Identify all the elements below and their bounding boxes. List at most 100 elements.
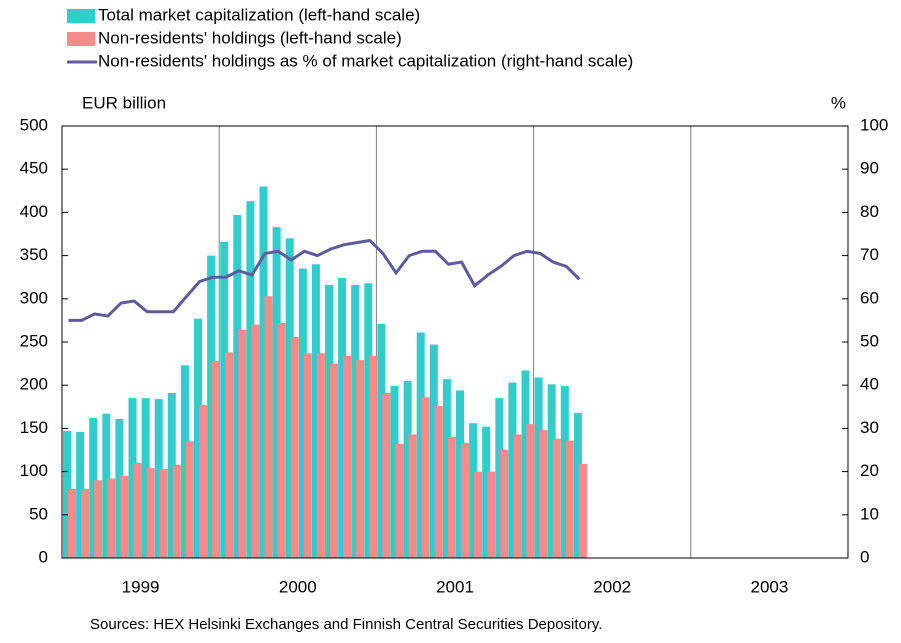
bar [390, 386, 399, 558]
bar [539, 430, 548, 558]
bar [456, 390, 464, 558]
bar [521, 370, 530, 558]
bar [238, 329, 247, 558]
bar [547, 384, 556, 558]
bar [408, 434, 417, 558]
bar [180, 365, 189, 558]
bar [298, 268, 307, 558]
bar [469, 423, 478, 558]
legend-label: Non-residents' holdings as % of market c… [98, 51, 633, 70]
y2-tick-label: 100 [860, 115, 888, 134]
x-tick-label: 1999 [122, 577, 160, 596]
y2-tick-label: 50 [860, 331, 879, 350]
bar [102, 413, 111, 558]
bar [89, 418, 98, 558]
bar [199, 405, 207, 558]
bar [513, 434, 522, 558]
bar [311, 264, 320, 558]
bar [146, 468, 155, 558]
y-tick-label: 400 [20, 202, 48, 221]
bar [207, 255, 216, 558]
y-tick-label: 500 [20, 115, 48, 134]
bar [565, 440, 574, 558]
bar [133, 462, 142, 558]
y-tick-label: 250 [20, 331, 48, 350]
bar [573, 412, 582, 558]
y-tick-label: 100 [20, 461, 48, 480]
bar [290, 336, 299, 558]
bar [172, 464, 181, 558]
legend-swatch [67, 9, 95, 23]
bar [303, 353, 312, 558]
y-tick-label: 350 [20, 245, 48, 264]
bar [508, 382, 517, 558]
y2-tick-label: 20 [860, 461, 879, 480]
bar [364, 283, 373, 558]
y-tick-label: 150 [20, 418, 48, 437]
bar [285, 238, 294, 558]
bar [325, 284, 333, 558]
bar [578, 463, 587, 558]
bar [264, 296, 273, 558]
legend-swatch [67, 32, 95, 46]
bar [421, 397, 430, 558]
bar [81, 488, 90, 558]
bar [487, 471, 496, 558]
x-tick-label: 2000 [279, 577, 317, 596]
bar [395, 443, 404, 558]
bar [68, 488, 76, 558]
y-tick-label: 300 [20, 288, 48, 307]
bar [154, 399, 163, 558]
bar [128, 398, 137, 558]
bar [233, 214, 242, 558]
bar [225, 352, 234, 558]
bar [461, 443, 469, 558]
bar [429, 344, 438, 558]
bar [212, 361, 221, 558]
source: Sources: HEX Helsinki Exchanges and Finn… [90, 616, 602, 633]
y-tick-label: 200 [20, 375, 48, 394]
bar [259, 186, 268, 559]
bar [185, 441, 194, 558]
bar [316, 353, 325, 558]
x-tick-label: 2002 [593, 577, 631, 596]
y2-tick-label: 10 [860, 504, 879, 523]
bar [246, 201, 255, 558]
x-tick-label: 2001 [436, 577, 474, 596]
bar [338, 278, 347, 558]
bar [159, 469, 168, 558]
y2-axis-label: % [831, 93, 846, 112]
bar [434, 405, 443, 558]
bar [141, 398, 150, 558]
bar [251, 324, 260, 558]
bar [277, 322, 286, 558]
bar [76, 431, 85, 558]
bar [330, 363, 338, 558]
y2-tick-label: 70 [860, 245, 879, 264]
y-axis-label: EUR billion [82, 93, 166, 112]
bar [94, 480, 103, 558]
bar [526, 424, 535, 558]
y2-tick-label: 60 [860, 288, 879, 307]
bar [382, 392, 391, 558]
y-tick-label: 0 [39, 547, 48, 566]
bar [343, 355, 352, 558]
y-tick-label: 50 [29, 504, 48, 523]
bar [500, 450, 509, 558]
bar [369, 355, 378, 558]
bar [482, 426, 491, 558]
bar [356, 360, 365, 558]
bar [495, 398, 504, 558]
bar [63, 430, 71, 558]
bar [442, 379, 451, 558]
bar [272, 227, 281, 558]
legend-label: Non-residents' holdings (left-hand scale… [98, 28, 402, 47]
bar [377, 323, 386, 558]
bar [560, 386, 569, 558]
x-tick-label: 2003 [750, 577, 788, 596]
bar [351, 284, 360, 558]
bar [447, 437, 456, 558]
y2-tick-label: 0 [860, 547, 869, 566]
